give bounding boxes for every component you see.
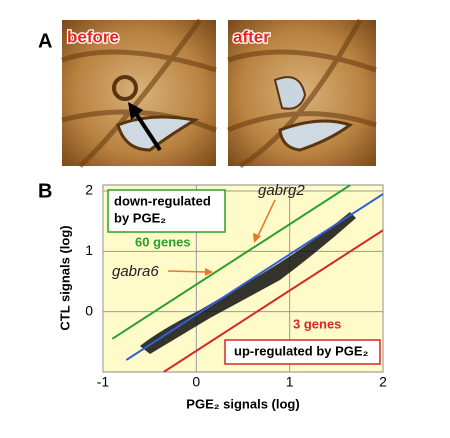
micrograph-after: after: [227, 18, 377, 169]
fit-line: [163, 229, 383, 372]
box-text: down-regulated: [114, 193, 211, 208]
fit-line: [111, 185, 351, 340]
arrow: [256, 199, 276, 239]
y-axis-label: CTL signals (log): [57, 225, 72, 330]
arrow: [167, 270, 208, 273]
count-label: 3 genes: [293, 316, 341, 331]
legend-box: [107, 189, 226, 233]
x-tick-label: -1: [97, 374, 110, 390]
panel-label: B: [38, 180, 52, 202]
x-tick-label: 0: [192, 374, 200, 390]
x-tick-label: 1: [286, 374, 294, 390]
x-tick-label: 2: [379, 374, 387, 390]
box-text: up-regulated by PGE₂: [234, 343, 369, 358]
count-label: 60 genes: [135, 234, 191, 249]
micrograph-before: before: [61, 18, 217, 168]
point-cloud: [140, 212, 356, 354]
fit-line: [125, 193, 383, 361]
gene-label: gabrg2: [258, 182, 305, 199]
x-axis-label: PGE₂ signals (log): [186, 396, 299, 411]
arrow-head: [205, 268, 213, 276]
y-tick-label: 0: [85, 302, 93, 318]
panel-label: A: [38, 30, 52, 52]
image-label: before: [67, 27, 119, 46]
gene-label: gabra6: [112, 263, 159, 280]
y-tick-label: 2: [85, 182, 93, 198]
y-tick-label: 1: [85, 242, 93, 258]
box-text: by PGE₂: [114, 210, 166, 225]
legend-box: [224, 339, 381, 365]
image-label: after: [233, 27, 270, 46]
arrow-head: [253, 233, 261, 243]
lines: [111, 185, 383, 372]
